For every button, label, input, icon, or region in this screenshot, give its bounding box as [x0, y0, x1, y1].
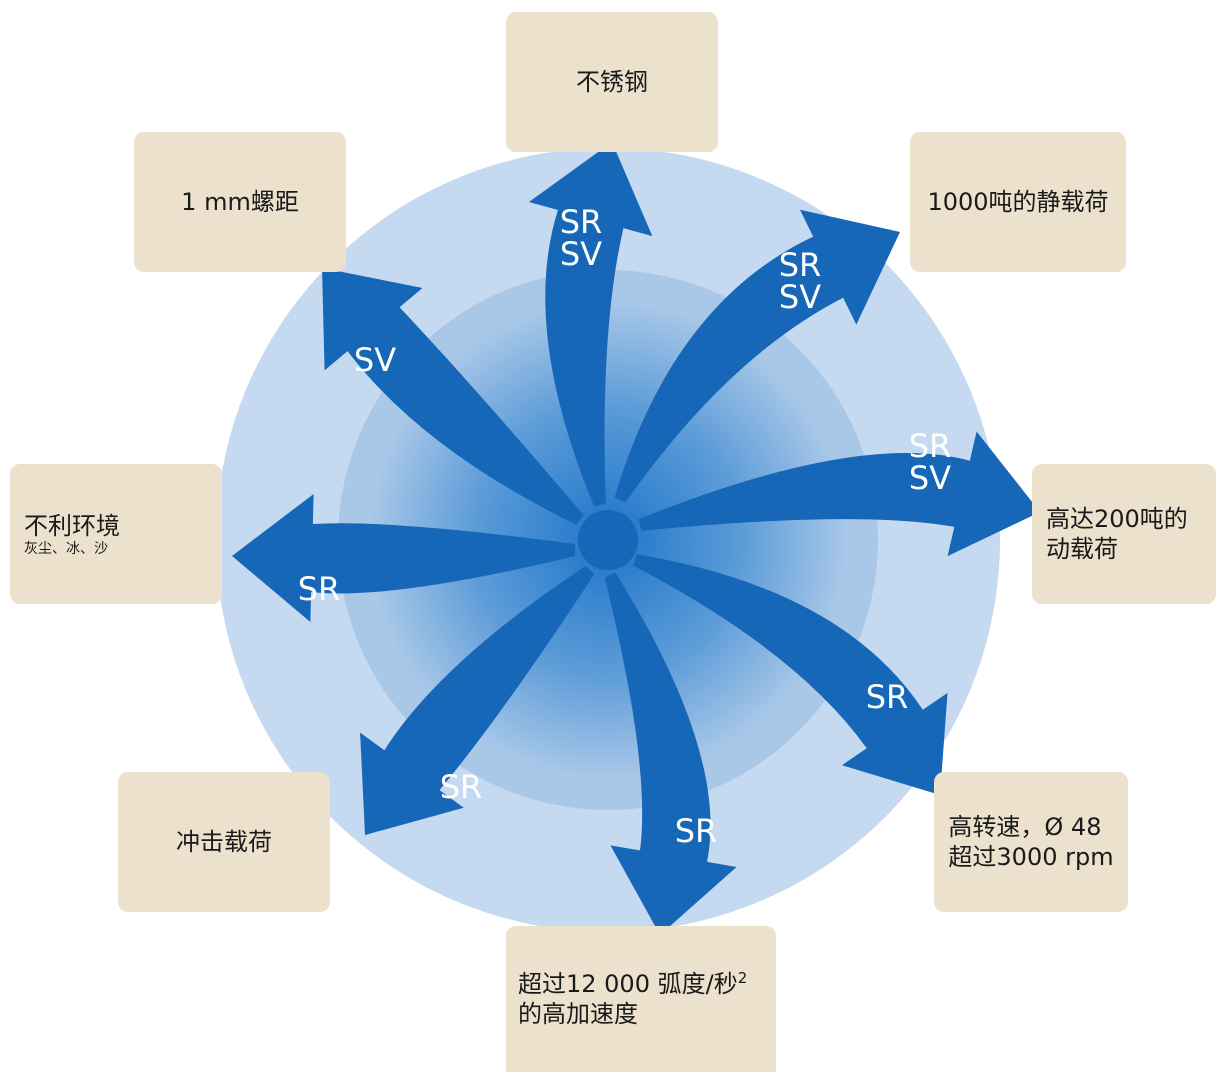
box-harsh-env-title: 不利环境 [24, 512, 120, 540]
arrow-label-top-left-1: SV [353, 341, 397, 379]
box-acceleration-line-1-text: 超过12 000 弧度/秒 [518, 970, 738, 998]
box-high-speed-line-2: 超过3000 rpm [948, 843, 1114, 871]
arrow-label-bottom-1: SR [674, 812, 718, 850]
arrow-label-right: SR SV [909, 430, 952, 494]
box-dynamic-load-line-2: 动载荷 [1046, 535, 1118, 563]
arrow-top-right [614, 209, 900, 503]
arrow-bottom-left [360, 565, 595, 835]
box-harsh-env-sub: 灰尘、冰、沙 [24, 541, 108, 557]
arrow-label-bottom-right-1: SR [865, 678, 909, 716]
box-high-speed: 高转速，Ø 48 超过3000 rpm [934, 772, 1128, 912]
arrow-label-right-2: SV [908, 459, 952, 497]
arrow-label-top-right-2: SV [778, 278, 822, 316]
box-pitch: 1 mm螺距 [134, 132, 346, 272]
arrow-top-left [322, 268, 584, 525]
arrow-label-top-right-1: SR [778, 246, 822, 284]
arrow-label-top-2: SV [559, 235, 603, 273]
arrow-label-bottom: SR [675, 815, 718, 847]
arrow-label-bottom-right: SR [866, 681, 909, 713]
box-shock-load: 冲击载荷 [118, 772, 330, 912]
arrow-label-right-1: SR [908, 427, 952, 465]
box-acceleration: 超过12 000 弧度/秒2 的高加速度 [506, 926, 776, 1072]
box-static-load: 1000吨的静载荷 [910, 132, 1126, 272]
arrow-top [528, 142, 653, 507]
arrow-label-top-1: SR [559, 203, 603, 241]
box-stainless-steel: 不锈钢 [506, 12, 718, 152]
box-stainless-line-1: 不锈钢 [576, 68, 648, 96]
arrow-layer [232, 142, 1040, 935]
arrow-bottom-right [633, 554, 948, 795]
box-high-speed-text: 高转速，Ø 48 超过3000 rpm [948, 812, 1113, 872]
arrow-left [232, 494, 576, 623]
arrow-label-bottom-left: SR [440, 771, 483, 803]
box-static-load-line-1: 1000吨的静载荷 [927, 188, 1109, 216]
box-harsh-environment: 不利环境 灰尘、冰、沙 [10, 464, 222, 604]
arrow-right [638, 431, 1040, 557]
box-dynamic-load: 高达200吨的 动载荷 [1032, 464, 1216, 604]
arrow-label-bottom-left-1: SR [439, 768, 483, 806]
box-acceleration-line-1: 超过12 000 弧度/秒2 [518, 969, 747, 999]
box-acceleration-superscript: 2 [737, 969, 748, 987]
arrow-label-left-1: SR [297, 570, 341, 608]
box-shock-load-line-1: 冲击载荷 [176, 828, 272, 856]
hub-center [578, 510, 638, 570]
box-acceleration-line-2: 的高加速度 [518, 1000, 638, 1028]
box-high-speed-line-1: 高转速，Ø 48 [948, 813, 1102, 841]
arrow-label-top-left: SV [354, 344, 396, 376]
arrow-label-top: SR SV [560, 206, 603, 270]
arrow-bottom [604, 572, 737, 935]
box-dynamic-load-line-1: 高达200吨的 [1046, 505, 1188, 533]
box-pitch-line-1: 1 mm螺距 [181, 188, 299, 216]
arrow-label-left: SR [298, 573, 341, 605]
arrow-label-top-right: SR SV [779, 249, 822, 313]
